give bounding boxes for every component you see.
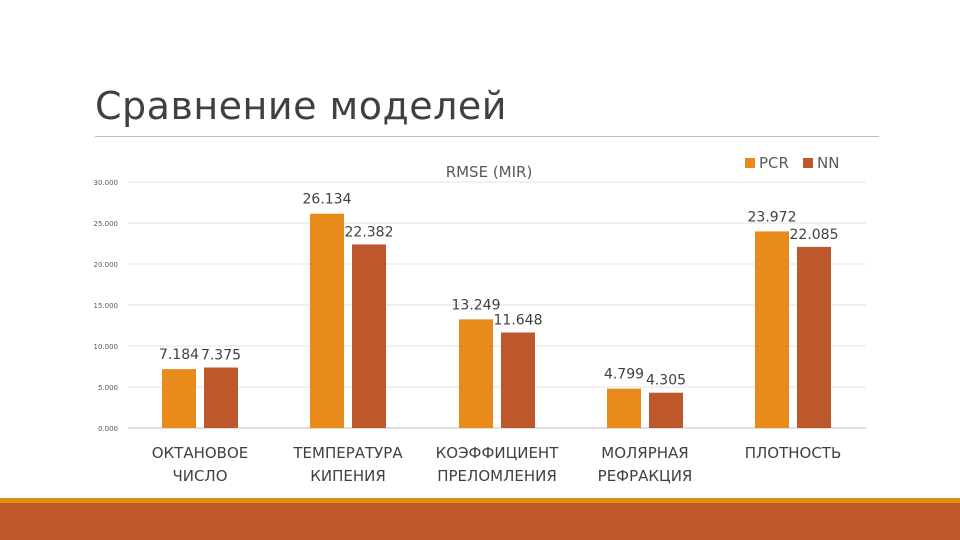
legend-swatch-nn [803,158,813,168]
category-label: ПЛОТНОСТЬ [745,444,842,462]
y-tick-label: 25.000 [94,220,119,228]
bar-nn [501,332,535,428]
bars [162,213,831,428]
bar-nn [352,244,386,428]
slide-title: Сравнение моделей [95,84,507,128]
chart-title: RMSE (MIR) [446,163,533,181]
data-label: 11.648 [494,312,543,328]
data-label: 4.799 [604,367,644,383]
bar-pcr [459,319,493,428]
data-label: 4.305 [646,373,686,389]
category-label: ОКТАНОВОЕ ЧИСЛО [152,444,249,485]
data-labels: 7.184 26.134 13.249 4.799 23.972 7.375 22.382 1… [159,192,839,389]
bar-chart: 0.000 5.000 10.000 15.000 20.000 25.000 30.000… [94,154,866,485]
bar-nn [204,367,238,428]
y-tick-label: 20.000 [94,261,119,269]
bar-pcr [607,388,641,428]
gridlines [128,181,866,429]
legend-label-pcr: PCR [759,154,789,172]
legend-label-nn: NN [817,154,839,172]
title-divider [95,136,879,137]
legend-swatch-pcr [745,158,755,168]
y-tick-label: 15.000 [94,302,119,310]
y-axis: 0.000 5.000 10.000 15.000 20.000 25.000 30.000 [94,179,119,433]
y-tick-label: 0.000 [98,425,118,433]
data-label: 26.134 [303,192,352,208]
bar-nn [649,392,683,428]
x-axis: ОКТАНОВОЕ ЧИСЛО ТЕМПЕРАТУРА КИПЕНИЯ КОЭФФИЦИ… [152,444,842,485]
footer-band [0,503,960,540]
legend: PCR NN [745,154,839,172]
data-label: 22.085 [790,227,839,243]
data-label: 22.382 [345,224,394,240]
category-label: КОЭФФИЦИЕНТ ПРЕЛОМЛЕНИЯ [436,444,560,485]
data-label: 23.972 [748,209,797,225]
y-tick-label: 10.000 [94,343,119,351]
bar-pcr [755,231,789,428]
y-tick-label: 30.000 [94,179,119,187]
category-label: ТЕМПЕРАТУРА КИПЕНИЯ [292,444,403,485]
data-label: 7.184 [159,347,199,363]
bar-pcr [162,369,196,428]
category-label: МОЛЯРНАЯ РЕФРАКЦИЯ [598,444,693,485]
bar-nn [797,246,831,428]
bar-pcr [310,213,344,428]
data-label: 7.375 [201,348,241,364]
footer-accent-line [0,498,960,503]
y-tick-label: 5.000 [98,384,118,392]
data-label: 13.249 [452,297,501,313]
